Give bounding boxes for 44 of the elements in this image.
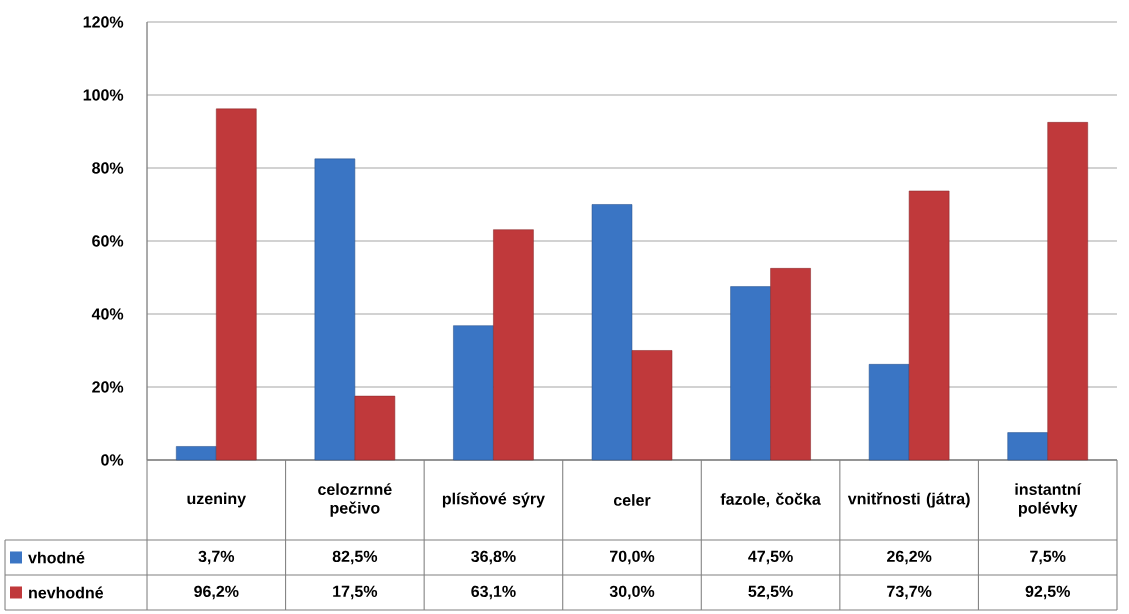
y-tick-label: 40% bbox=[91, 308, 124, 320]
data-label: 3,7% bbox=[198, 550, 235, 565]
bar bbox=[908, 190, 950, 461]
bar bbox=[216, 108, 257, 461]
x-tick-label: plísňové sýry bbox=[442, 492, 545, 508]
bar bbox=[770, 268, 811, 461]
data-label: 36,8% bbox=[471, 550, 516, 565]
x-tick-label: celer bbox=[613, 494, 651, 506]
bar bbox=[354, 395, 396, 461]
data-label: 30,0% bbox=[609, 585, 655, 600]
legend-label: vhodné bbox=[28, 551, 85, 564]
bar bbox=[453, 325, 494, 461]
bar bbox=[868, 364, 910, 461]
bar bbox=[1047, 122, 1088, 461]
bar bbox=[1007, 432, 1048, 461]
data-label: 47,5% bbox=[748, 550, 793, 565]
y-tick-label: 60% bbox=[92, 235, 124, 247]
data-label: 96,2% bbox=[194, 585, 239, 600]
bar bbox=[314, 158, 356, 461]
x-tick-label: vnitřnosti (játra) bbox=[847, 492, 970, 508]
y-tick-label: 0% bbox=[101, 454, 124, 466]
bar bbox=[730, 286, 771, 461]
data-label: 52,5% bbox=[748, 585, 793, 600]
x-tick-label: instantní polévky bbox=[1015, 483, 1082, 517]
x-tick-label: fazole, čočka bbox=[720, 492, 821, 508]
y-tick-label: 80% bbox=[92, 162, 124, 174]
x-tick-label: celozrnné pečivo bbox=[318, 483, 392, 517]
bar bbox=[493, 229, 534, 461]
data-label: 17,5% bbox=[333, 585, 378, 600]
data-label: 63,1% bbox=[471, 585, 516, 600]
legend-label: nevhodné bbox=[29, 586, 104, 599]
y-tick-label: 100% bbox=[83, 89, 124, 101]
y-tick-label: 120% bbox=[83, 16, 124, 28]
data-label: 73,7% bbox=[887, 585, 932, 600]
x-tick-label: uzeniny bbox=[187, 492, 246, 508]
y-tick-label: 20% bbox=[92, 381, 124, 393]
bar bbox=[631, 350, 673, 461]
data-label: 7,5% bbox=[1030, 550, 1066, 565]
bar bbox=[176, 446, 217, 461]
data-label: 82,5% bbox=[332, 550, 378, 565]
data-label: 70,0% bbox=[610, 550, 655, 565]
data-label: 92,5% bbox=[1025, 585, 1070, 600]
data-label: 26,2% bbox=[887, 550, 932, 565]
bar bbox=[591, 204, 633, 461]
